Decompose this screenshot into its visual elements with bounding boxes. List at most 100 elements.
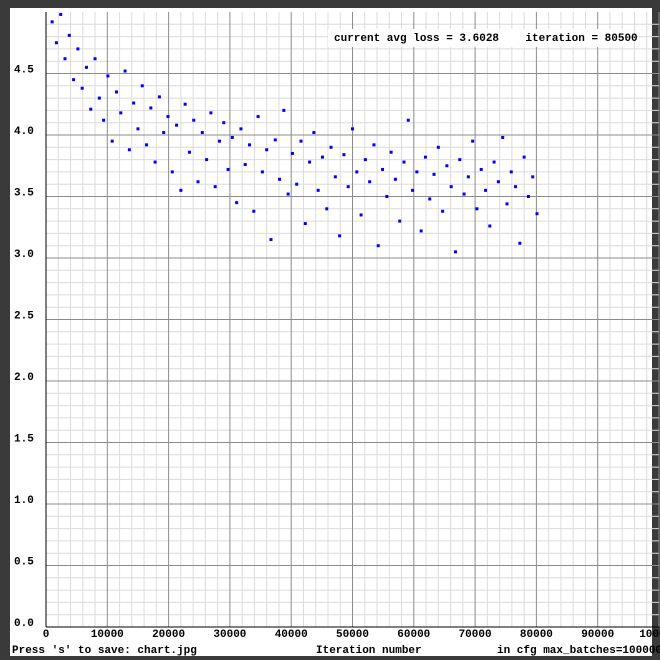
- point: [342, 153, 346, 157]
- point: [72, 78, 76, 82]
- point: [114, 90, 118, 94]
- point: [213, 185, 217, 189]
- y-tick-label: 1.0: [14, 495, 34, 507]
- point: [385, 195, 389, 198]
- x-tick-label: 10000: [91, 629, 124, 641]
- y-tick-label: 2.0: [14, 372, 34, 384]
- x-tick-label: 40000: [275, 629, 308, 641]
- point: [484, 188, 488, 192]
- point: [333, 175, 337, 179]
- point: [282, 108, 286, 112]
- points: [50, 12, 539, 254]
- point: [449, 185, 453, 189]
- point: [54, 41, 58, 45]
- point: [59, 12, 63, 16]
- point: [67, 33, 71, 37]
- annotation: current avg loss = 3.6028 iteration = 80…: [334, 33, 638, 45]
- x-tick-label: 20000: [152, 629, 185, 641]
- x-axis-label: Iteration number: [316, 645, 422, 657]
- point: [145, 143, 149, 147]
- point: [278, 177, 282, 181]
- point: [175, 123, 179, 127]
- point: [372, 143, 376, 147]
- point: [170, 170, 174, 174]
- point: [196, 180, 200, 184]
- point: [514, 185, 518, 189]
- point: [492, 160, 496, 164]
- point: [127, 148, 131, 152]
- point: [411, 188, 415, 192]
- x-tick-label: 50000: [336, 629, 369, 641]
- point: [230, 135, 234, 139]
- x-tick-label: 60000: [397, 629, 430, 641]
- point: [312, 131, 316, 135]
- point: [458, 158, 462, 162]
- point: [136, 127, 140, 131]
- point: [299, 139, 303, 143]
- point: [393, 177, 397, 181]
- point: [496, 180, 500, 184]
- point: [269, 238, 273, 242]
- point: [192, 118, 196, 122]
- point: [415, 170, 419, 174]
- x-tick-label: 0: [43, 629, 50, 641]
- point: [509, 170, 513, 174]
- point: [363, 158, 367, 162]
- y-tick-label: 1.5: [14, 433, 34, 445]
- point: [222, 121, 226, 125]
- point: [273, 138, 277, 142]
- point: [119, 111, 123, 115]
- point: [389, 150, 393, 154]
- y-tick-label: 4.0: [14, 126, 34, 138]
- point: [501, 135, 505, 139]
- y-tick-label: 4.5: [14, 64, 34, 76]
- point: [286, 192, 290, 196]
- point: [63, 57, 67, 61]
- y-tick-label: 0.5: [14, 556, 34, 568]
- point: [217, 139, 221, 143]
- point: [106, 74, 110, 78]
- point: [140, 84, 144, 88]
- y-tick-label: 3.0: [14, 249, 34, 261]
- point: [346, 185, 350, 189]
- point: [50, 20, 54, 24]
- point: [453, 250, 457, 254]
- point: [239, 127, 243, 131]
- y-tick-label: 2.5: [14, 310, 34, 322]
- point: [535, 212, 539, 216]
- point: [402, 160, 406, 164]
- point: [265, 148, 269, 152]
- point: [162, 131, 166, 135]
- point: [132, 101, 136, 105]
- x-tick-label: 100000: [639, 629, 660, 641]
- point: [226, 167, 230, 171]
- point: [376, 244, 380, 248]
- annotation-box: [328, 29, 630, 47]
- point: [166, 115, 170, 119]
- point: [200, 131, 204, 135]
- point: [80, 86, 84, 90]
- point: [436, 145, 440, 149]
- point: [488, 224, 492, 228]
- point: [260, 170, 264, 174]
- x-tick-label: 30000: [213, 629, 246, 641]
- point: [428, 197, 432, 201]
- point: [381, 167, 385, 171]
- point: [522, 155, 526, 159]
- point: [235, 201, 239, 205]
- point: [157, 95, 161, 99]
- point: [153, 160, 157, 164]
- point: [406, 118, 410, 122]
- y-tick-label: 0.0: [14, 618, 34, 630]
- point: [290, 151, 294, 155]
- point: [179, 188, 183, 192]
- point: [110, 139, 114, 143]
- point: [351, 127, 354, 131]
- point: [479, 167, 483, 171]
- point: [432, 172, 436, 176]
- grid: [45, 12, 660, 628]
- point: [243, 163, 247, 167]
- point: [123, 69, 127, 73]
